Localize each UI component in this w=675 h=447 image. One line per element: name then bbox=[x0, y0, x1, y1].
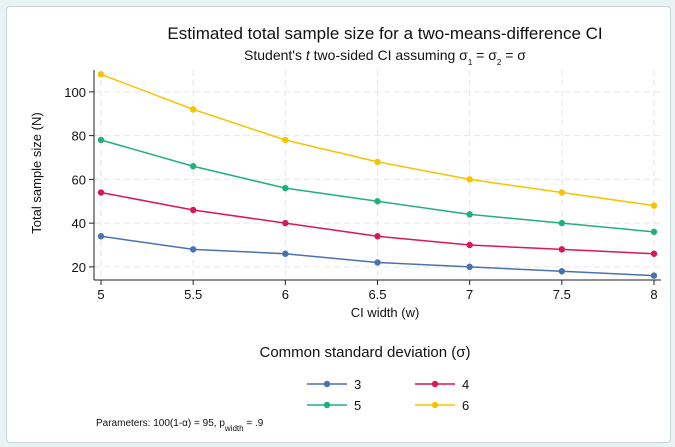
data-point-sd-3-6 bbox=[650, 272, 658, 279]
legend-label-sd-5: 5 bbox=[354, 398, 361, 413]
data-point-sd-5-3 bbox=[374, 198, 381, 205]
subtitle-sub1: 1 bbox=[468, 58, 473, 67]
data-point-sd-4-1 bbox=[189, 206, 197, 214]
data-point-sd-4-0 bbox=[97, 189, 105, 196]
chart-subtitle: Student's t two-sided CI assuming σ1 = σ… bbox=[244, 47, 526, 67]
legend-marker-sd-5 bbox=[323, 401, 331, 409]
subtitle-italic-t: t bbox=[306, 47, 311, 63]
data-point-sd-4-2 bbox=[282, 219, 289, 227]
legend-label-sd-4: 4 bbox=[462, 377, 469, 392]
data-point-sd-3-2 bbox=[282, 250, 289, 257]
note-prefix: Parameters: 100(1-α) = 95, p bbox=[96, 418, 225, 429]
gridlines bbox=[94, 70, 661, 280]
legend-marker-sd-3 bbox=[323, 380, 331, 388]
data-point-sd-4-6 bbox=[650, 250, 658, 257]
data-point-sd-5-2 bbox=[282, 184, 289, 192]
data-point-sd-6-3 bbox=[374, 158, 381, 166]
y-axis-label: Total sample size (N) bbox=[29, 112, 44, 233]
data-point-sd-5-1 bbox=[189, 163, 197, 170]
data-point-sd-3-4 bbox=[466, 263, 473, 271]
data-point-sd-4-3 bbox=[374, 233, 381, 240]
subtitle-sub2: 2 bbox=[497, 58, 502, 67]
legend-marker-sd-6 bbox=[431, 401, 439, 409]
x-tick-label-6: 8 bbox=[650, 287, 657, 302]
subtitle-eq2: = σ bbox=[501, 47, 526, 63]
data-point-sd-6-4 bbox=[466, 176, 473, 183]
subtitle-rest: two-sided CI assuming σ bbox=[310, 47, 468, 63]
data-point-sd-5-6 bbox=[650, 228, 658, 236]
data-point-sd-4-4 bbox=[466, 241, 473, 249]
subtitle-eq1: = σ bbox=[472, 47, 497, 63]
data-point-sd-3-3 bbox=[374, 259, 381, 266]
parameters-note: Parameters: 100(1-α) = 95, pwidth = .9 bbox=[96, 418, 264, 433]
x-tick-label-1: 5.5 bbox=[184, 287, 202, 302]
y-tick-label-0: 20 bbox=[72, 260, 86, 275]
legend-label-sd-6: 6 bbox=[462, 398, 469, 413]
legend: 3 4 5 6 bbox=[307, 377, 469, 413]
data-point-sd-4-5 bbox=[558, 246, 566, 253]
subtitle-prefix: Student's bbox=[244, 47, 306, 63]
data-point-sd-5-5 bbox=[558, 219, 566, 227]
series-layer bbox=[97, 71, 658, 279]
chart-title: Estimated total sample size for a two-me… bbox=[167, 24, 602, 43]
data-point-sd-5-4 bbox=[466, 211, 473, 218]
axes: 5 5.5 6 6.5 7 7.5 8 20 40 60 80 100 bbox=[64, 70, 661, 302]
chart-panel: Estimated total sample size for a two-me… bbox=[6, 6, 671, 443]
note-sub: width bbox=[224, 424, 244, 433]
y-tick-label-4: 100 bbox=[64, 85, 86, 100]
data-point-sd-6-0 bbox=[97, 71, 105, 78]
x-tick-label-5: 7.5 bbox=[553, 287, 571, 302]
data-point-sd-6-2 bbox=[282, 136, 289, 144]
data-point-sd-3-0 bbox=[97, 233, 105, 240]
y-tick-label-3: 80 bbox=[72, 129, 86, 144]
data-point-sd-6-6 bbox=[650, 202, 658, 209]
legend-marker-sd-4 bbox=[431, 380, 439, 388]
x-axis-label: CI width (w) bbox=[351, 305, 420, 320]
legend-title: Common standard deviation (σ) bbox=[259, 344, 470, 361]
y-tick-label-2: 60 bbox=[72, 172, 86, 187]
legend-label-sd-3: 3 bbox=[354, 377, 361, 392]
data-point-sd-6-1 bbox=[189, 106, 197, 113]
data-point-sd-3-1 bbox=[189, 246, 197, 253]
data-point-sd-5-0 bbox=[97, 136, 105, 144]
line-chart: Estimated total sample size for a two-me… bbox=[29, 24, 661, 433]
x-tick-label-4: 7 bbox=[466, 287, 473, 302]
x-tick-label-2: 6 bbox=[282, 287, 289, 302]
y-tick-label-1: 40 bbox=[72, 216, 86, 231]
x-tick-label-3: 6.5 bbox=[368, 287, 386, 302]
note-suffix: = .9 bbox=[244, 418, 264, 429]
data-point-sd-3-5 bbox=[558, 268, 566, 275]
data-point-sd-6-5 bbox=[558, 189, 566, 196]
x-tick-label-0: 5 bbox=[97, 287, 104, 302]
